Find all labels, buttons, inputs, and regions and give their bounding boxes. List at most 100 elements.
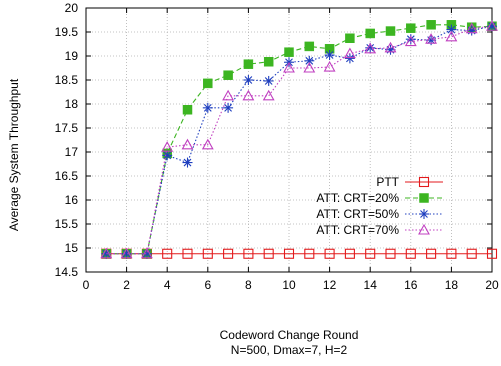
- data-point: [426, 20, 436, 30]
- data-point: [100, 247, 113, 259]
- y-tick-label: 15.5: [55, 217, 79, 231]
- data-point: [324, 248, 335, 259]
- x-tick-label: 12: [323, 278, 337, 292]
- data-point: [182, 105, 193, 115]
- data-point: [425, 33, 438, 44]
- legend-item: ATT: CRT=50%: [316, 207, 443, 221]
- x-tick-label: 10: [282, 278, 296, 292]
- data-point: [263, 75, 274, 86]
- x-axis-title: Codeword Change Round: [220, 328, 359, 342]
- series-3: [100, 20, 498, 259]
- data-point: [242, 89, 255, 101]
- data-point: [303, 61, 316, 73]
- data-point: [343, 47, 356, 59]
- data-point: [243, 59, 254, 69]
- data-point: [223, 70, 233, 80]
- x-tick-label: 2: [123, 278, 130, 292]
- data-point: [445, 30, 458, 42]
- y-tick-label: 14.5: [55, 265, 79, 279]
- series-line: [106, 25, 493, 255]
- x-tick-label: 4: [164, 278, 171, 292]
- x-tick-label: 14: [364, 278, 378, 292]
- data-point: [181, 138, 194, 150]
- axis-ticks: 0 2 4 6 8 10 12 14 16 18 20 14.5 15 15.5 16 16.5 17 17.5 1…: [55, 1, 499, 292]
- data-point: [263, 57, 274, 67]
- data-point: [284, 47, 294, 57]
- legend-label: ATT: CRT=50%: [316, 207, 399, 221]
- data-point: [364, 42, 377, 54]
- legend-item: ATT: CRT=70%: [316, 223, 443, 237]
- data-point: [161, 141, 174, 152]
- data-point: [385, 248, 396, 259]
- data-point: [406, 23, 416, 33]
- data-point: [486, 20, 498, 31]
- y-tick-label: 18: [65, 97, 79, 111]
- data-point: [344, 53, 355, 64]
- data-point: [223, 102, 234, 113]
- data-point: [385, 26, 396, 36]
- y-tick-label: 20: [65, 1, 79, 15]
- x-tick-label: 18: [445, 278, 459, 292]
- data-point: [446, 24, 457, 35]
- data-point: [323, 60, 336, 72]
- y-axis-title: Average System Throughput: [7, 78, 21, 231]
- data-point: [344, 248, 355, 259]
- series-line: [106, 25, 493, 255]
- data-point: [283, 61, 295, 73]
- legend: PTT ATT: CRT=20% ATT: CRT=50% ATT: CRT=70%: [316, 175, 443, 237]
- legend-item: PTT: [376, 175, 443, 189]
- data-point: [345, 33, 355, 43]
- x-tick-label: 8: [245, 278, 252, 292]
- y-tick-label: 16.5: [55, 169, 79, 183]
- data-point: [446, 248, 457, 259]
- data-point: [283, 248, 295, 259]
- series-line: [106, 24, 493, 255]
- data-point: [162, 248, 173, 259]
- data-point: [182, 248, 193, 259]
- x-tick-label: 16: [404, 278, 418, 292]
- data-point: [120, 247, 133, 259]
- y-tick-label: 16: [65, 193, 79, 207]
- series-layer: [100, 20, 498, 259]
- data-point: [419, 209, 429, 219]
- x-axis-subtitle: N=500, Dmax=7, H=2: [231, 343, 348, 357]
- data-point: [202, 102, 213, 113]
- data-point: [222, 89, 235, 101]
- data-point: [304, 55, 315, 66]
- data-point: [384, 41, 397, 53]
- legend-label: ATT: CRT=20%: [316, 191, 399, 205]
- data-point: [201, 138, 214, 150]
- data-point: [162, 150, 173, 161]
- y-tick-label: 18.5: [55, 73, 79, 87]
- data-point: [426, 248, 437, 259]
- legend-label: ATT: CRT=70%: [316, 223, 399, 237]
- y-tick-label: 17.5: [55, 121, 79, 135]
- data-point: [466, 248, 477, 259]
- data-point: [405, 248, 416, 259]
- data-point: [263, 248, 274, 259]
- legend-label: PTT: [376, 175, 399, 189]
- y-tick-label: 17: [65, 145, 79, 159]
- data-point: [418, 176, 430, 188]
- data-point: [140, 247, 153, 259]
- data-point: [365, 248, 376, 259]
- data-point: [404, 35, 417, 47]
- y-tick-label: 19.5: [55, 25, 79, 39]
- data-point: [465, 22, 478, 34]
- data-point: [418, 223, 430, 235]
- data-point: [182, 157, 193, 168]
- y-tick-label: 15: [65, 241, 79, 255]
- data-point: [202, 248, 213, 259]
- data-point: [324, 50, 335, 61]
- data-point: [243, 248, 254, 259]
- data-point: [419, 193, 429, 203]
- data-point: [243, 75, 254, 85]
- legend-item: ATT: CRT=20%: [316, 191, 443, 205]
- x-tick-label: 0: [83, 278, 90, 292]
- data-point: [262, 89, 275, 101]
- data-point: [486, 248, 498, 259]
- data-point: [223, 248, 234, 259]
- x-tick-label: 20: [485, 278, 499, 292]
- y-tick-label: 19: [65, 49, 79, 63]
